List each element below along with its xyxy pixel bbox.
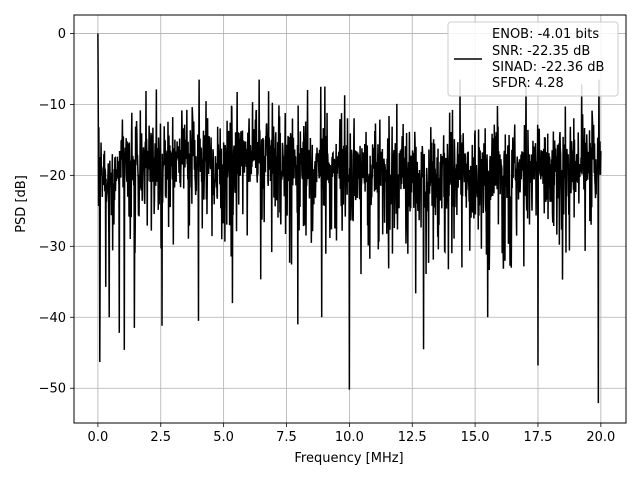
x-tick-label: 12.5 bbox=[398, 430, 427, 445]
y-tick-label: −40 bbox=[39, 311, 66, 326]
y-tick-label: −50 bbox=[39, 382, 66, 397]
x-tick-label: 2.5 bbox=[150, 430, 171, 445]
y-tick-label: −30 bbox=[39, 240, 66, 255]
y-tick-label: −20 bbox=[39, 169, 66, 184]
legend-enob: ENOB: -4.01 bits bbox=[492, 27, 599, 42]
legend-box bbox=[447, 21, 619, 97]
legend-sinad: SINAD: -22.36 dB bbox=[492, 60, 604, 75]
x-axis-label: Frequency [MHz] bbox=[294, 451, 403, 466]
x-tick-label: 15.0 bbox=[461, 430, 490, 445]
ticks: 0.0 2.5 5.0 7.5 10.0 12.5 15.0 17.5 20.0 0 −10 −20 −… bbox=[39, 27, 616, 445]
x-tick-label: 17.5 bbox=[524, 430, 553, 445]
y-tick-label: 0 bbox=[58, 27, 66, 42]
legend-sfdr: SFDR: 4.28 bbox=[492, 76, 564, 91]
x-tick-label: 0.0 bbox=[88, 430, 109, 445]
plot-frame bbox=[73, 14, 627, 424]
legend: ENOB: -4.01 bits SNR: -22.35 dB SINAD: -… bbox=[447, 21, 619, 97]
legend-snr: SNR: -22.35 dB bbox=[492, 44, 590, 59]
y-axis-label: PSD [dB] bbox=[14, 175, 29, 233]
x-tick-label: 10.0 bbox=[335, 430, 364, 445]
x-tick-label: 20.0 bbox=[586, 430, 615, 445]
psd-series-line bbox=[97, 33, 602, 404]
x-tick-label: 7.5 bbox=[276, 430, 297, 445]
y-tick-label: −10 bbox=[39, 98, 66, 113]
x-tick-label: 5.0 bbox=[213, 430, 234, 445]
